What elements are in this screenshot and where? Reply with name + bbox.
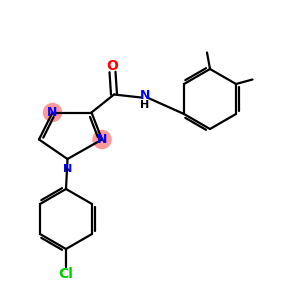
Text: O: O [106,59,119,73]
Circle shape [93,130,111,148]
Text: N: N [97,133,107,146]
Text: Cl: Cl [58,268,74,281]
Text: H: H [140,100,149,110]
Circle shape [44,103,62,122]
Text: N: N [63,164,72,174]
Text: N: N [140,89,150,103]
Text: N: N [47,106,58,119]
